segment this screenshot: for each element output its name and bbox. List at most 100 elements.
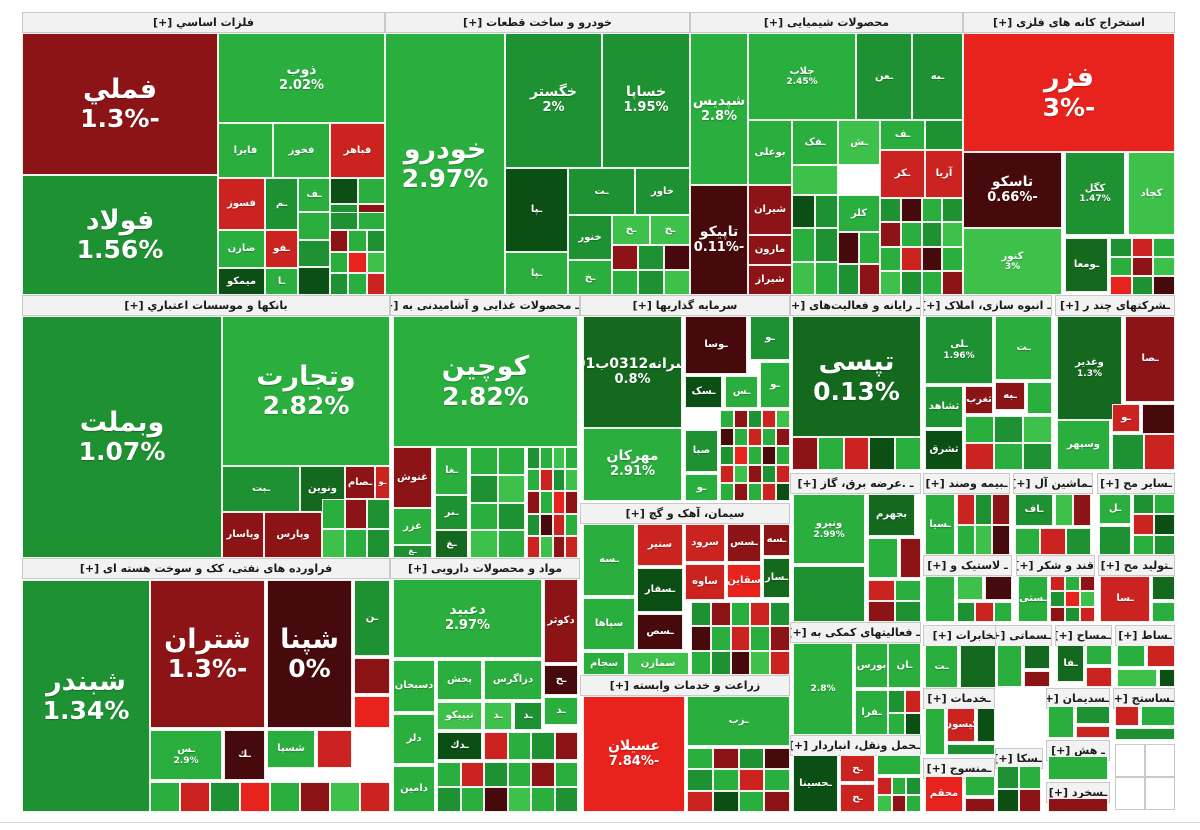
treemap-tile[interactable] xyxy=(993,602,1012,622)
treemap-tile[interactable] xyxy=(921,270,943,295)
treemap-tile[interactable] xyxy=(527,535,540,558)
treemap-tile[interactable] xyxy=(460,787,484,812)
treemap-tile[interactable]: ثغرب xyxy=(965,386,993,414)
treemap-tile[interactable] xyxy=(792,228,815,262)
treemap-tile[interactable] xyxy=(974,524,993,555)
treemap-tile[interactable] xyxy=(965,443,994,470)
treemap-tile[interactable] xyxy=(210,782,240,812)
treemap-tile[interactable]: ـبه xyxy=(912,33,963,120)
treemap-tile[interactable] xyxy=(1050,591,1065,607)
treemap-tile[interactable] xyxy=(859,232,880,264)
treemap-tile[interactable] xyxy=(554,787,578,812)
treemap-tile[interactable]: ـل xyxy=(1099,494,1131,524)
treemap-tile[interactable] xyxy=(367,499,390,529)
treemap-tile[interactable]: ـسه xyxy=(763,524,790,556)
treemap-tile[interactable]: ـسک xyxy=(685,376,722,408)
treemap-tile[interactable] xyxy=(687,748,713,770)
treemap-tile[interactable] xyxy=(997,789,1019,812)
treemap-tile[interactable] xyxy=(720,428,734,447)
treemap-tile[interactable] xyxy=(992,524,1010,555)
treemap-tile[interactable] xyxy=(507,787,531,812)
treemap-tile[interactable] xyxy=(1131,276,1154,295)
treemap-tile[interactable] xyxy=(734,464,748,483)
treemap-tile[interactable] xyxy=(904,712,921,735)
treemap-tile[interactable] xyxy=(738,769,765,791)
treemap-tile[interactable]: بوعلی xyxy=(748,120,792,185)
treemap-tile[interactable]: ـد xyxy=(514,702,542,730)
treemap-tile[interactable] xyxy=(1086,645,1112,665)
treemap-tile[interactable] xyxy=(776,482,790,501)
treemap-tile[interactable] xyxy=(748,428,762,447)
treemap-tile[interactable] xyxy=(925,708,945,755)
treemap-tile[interactable] xyxy=(330,230,349,252)
treemap-tile[interactable] xyxy=(691,602,711,627)
treemap-tile[interactable]: شیراز xyxy=(748,265,792,295)
treemap-tile[interactable]: ـح xyxy=(840,755,875,782)
treemap-tile[interactable]: ـسس xyxy=(727,524,761,562)
treemap-tile[interactable] xyxy=(531,787,555,812)
treemap-tile[interactable] xyxy=(1065,528,1091,555)
treemap-tile[interactable] xyxy=(1076,726,1110,738)
treemap-tile[interactable] xyxy=(960,645,996,688)
treemap-tile[interactable] xyxy=(1015,528,1041,555)
treemap-tile[interactable]: ـف xyxy=(880,120,925,150)
treemap-tile[interactable] xyxy=(764,769,790,791)
sector-header-samati[interactable]: ـسماتی [+] xyxy=(995,625,1052,646)
treemap-tile[interactable] xyxy=(1110,276,1132,295)
treemap-tile[interactable] xyxy=(730,626,751,651)
treemap-tile[interactable] xyxy=(994,443,1023,470)
treemap-tile[interactable] xyxy=(1133,494,1154,515)
treemap-tile[interactable] xyxy=(815,195,838,229)
treemap-tile[interactable]: ـفو xyxy=(265,230,298,268)
treemap-tile[interactable]: جلاب 2.45% xyxy=(748,33,856,120)
treemap-tile[interactable] xyxy=(720,464,734,483)
sector-header-hotel[interactable]: ـ هش [+] xyxy=(1046,740,1110,761)
treemap-tile[interactable] xyxy=(298,212,330,240)
treemap-tile[interactable] xyxy=(354,658,390,694)
treemap-tile[interactable]: وتجارت 2.82% xyxy=(222,316,390,466)
treemap-tile[interactable]: ـح xyxy=(544,665,578,695)
sector-header-rubber[interactable]: ـ لاستیک و [+] xyxy=(923,555,1012,576)
treemap-tile[interactable]: ـفا xyxy=(1057,645,1084,682)
treemap-tile[interactable] xyxy=(270,782,300,812)
treemap-tile[interactable] xyxy=(764,748,790,770)
treemap-tile[interactable] xyxy=(1080,606,1095,622)
treemap-tile[interactable] xyxy=(1145,777,1175,810)
treemap-tile[interactable] xyxy=(1154,534,1175,555)
treemap-tile[interactable] xyxy=(838,263,859,295)
treemap-tile[interactable] xyxy=(720,482,734,501)
treemap-tile[interactable] xyxy=(895,437,921,470)
treemap-tile[interactable] xyxy=(776,446,790,465)
sector-header-telecom[interactable]: مخابرات [+] xyxy=(923,625,1010,646)
treemap-tile[interactable] xyxy=(552,513,566,536)
treemap-tile[interactable] xyxy=(298,267,330,295)
treemap-tile[interactable] xyxy=(330,212,358,230)
treemap-tile[interactable] xyxy=(710,626,731,651)
treemap-tile[interactable]: ـلی 1.96% xyxy=(925,316,993,384)
treemap-tile[interactable] xyxy=(1080,591,1095,607)
treemap-tile[interactable] xyxy=(957,576,983,600)
treemap-tile[interactable]: غزر xyxy=(393,508,432,545)
treemap-tile[interactable] xyxy=(1065,606,1080,622)
treemap-tile[interactable] xyxy=(1133,514,1154,535)
treemap-tile[interactable] xyxy=(877,794,892,812)
treemap-tile[interactable] xyxy=(977,708,995,742)
treemap-tile[interactable]: خنور xyxy=(568,215,612,260)
treemap-tile[interactable] xyxy=(1019,789,1041,812)
treemap-tile[interactable]: فزر -3% xyxy=(963,33,1175,152)
treemap-tile[interactable]: ثشاهد xyxy=(925,386,963,428)
treemap-tile[interactable] xyxy=(612,270,638,295)
treemap-tile[interactable]: مهرکان 2.91% xyxy=(583,428,682,501)
treemap-tile[interactable]: ـپا xyxy=(505,252,568,295)
treemap-tile[interactable]: تاپیکو -0.11% xyxy=(690,185,748,295)
treemap-tile[interactable] xyxy=(1145,744,1175,777)
treemap-tile[interactable] xyxy=(180,782,210,812)
treemap-tile[interactable] xyxy=(868,538,898,578)
treemap-tile[interactable] xyxy=(565,469,578,492)
treemap-tile[interactable] xyxy=(554,762,578,787)
treemap-tile[interactable] xyxy=(869,437,896,470)
treemap-tile[interactable] xyxy=(552,535,566,558)
treemap-tile[interactable]: کلر xyxy=(838,195,880,232)
treemap-tile[interactable] xyxy=(720,446,734,465)
treemap-tile[interactable] xyxy=(859,263,880,295)
